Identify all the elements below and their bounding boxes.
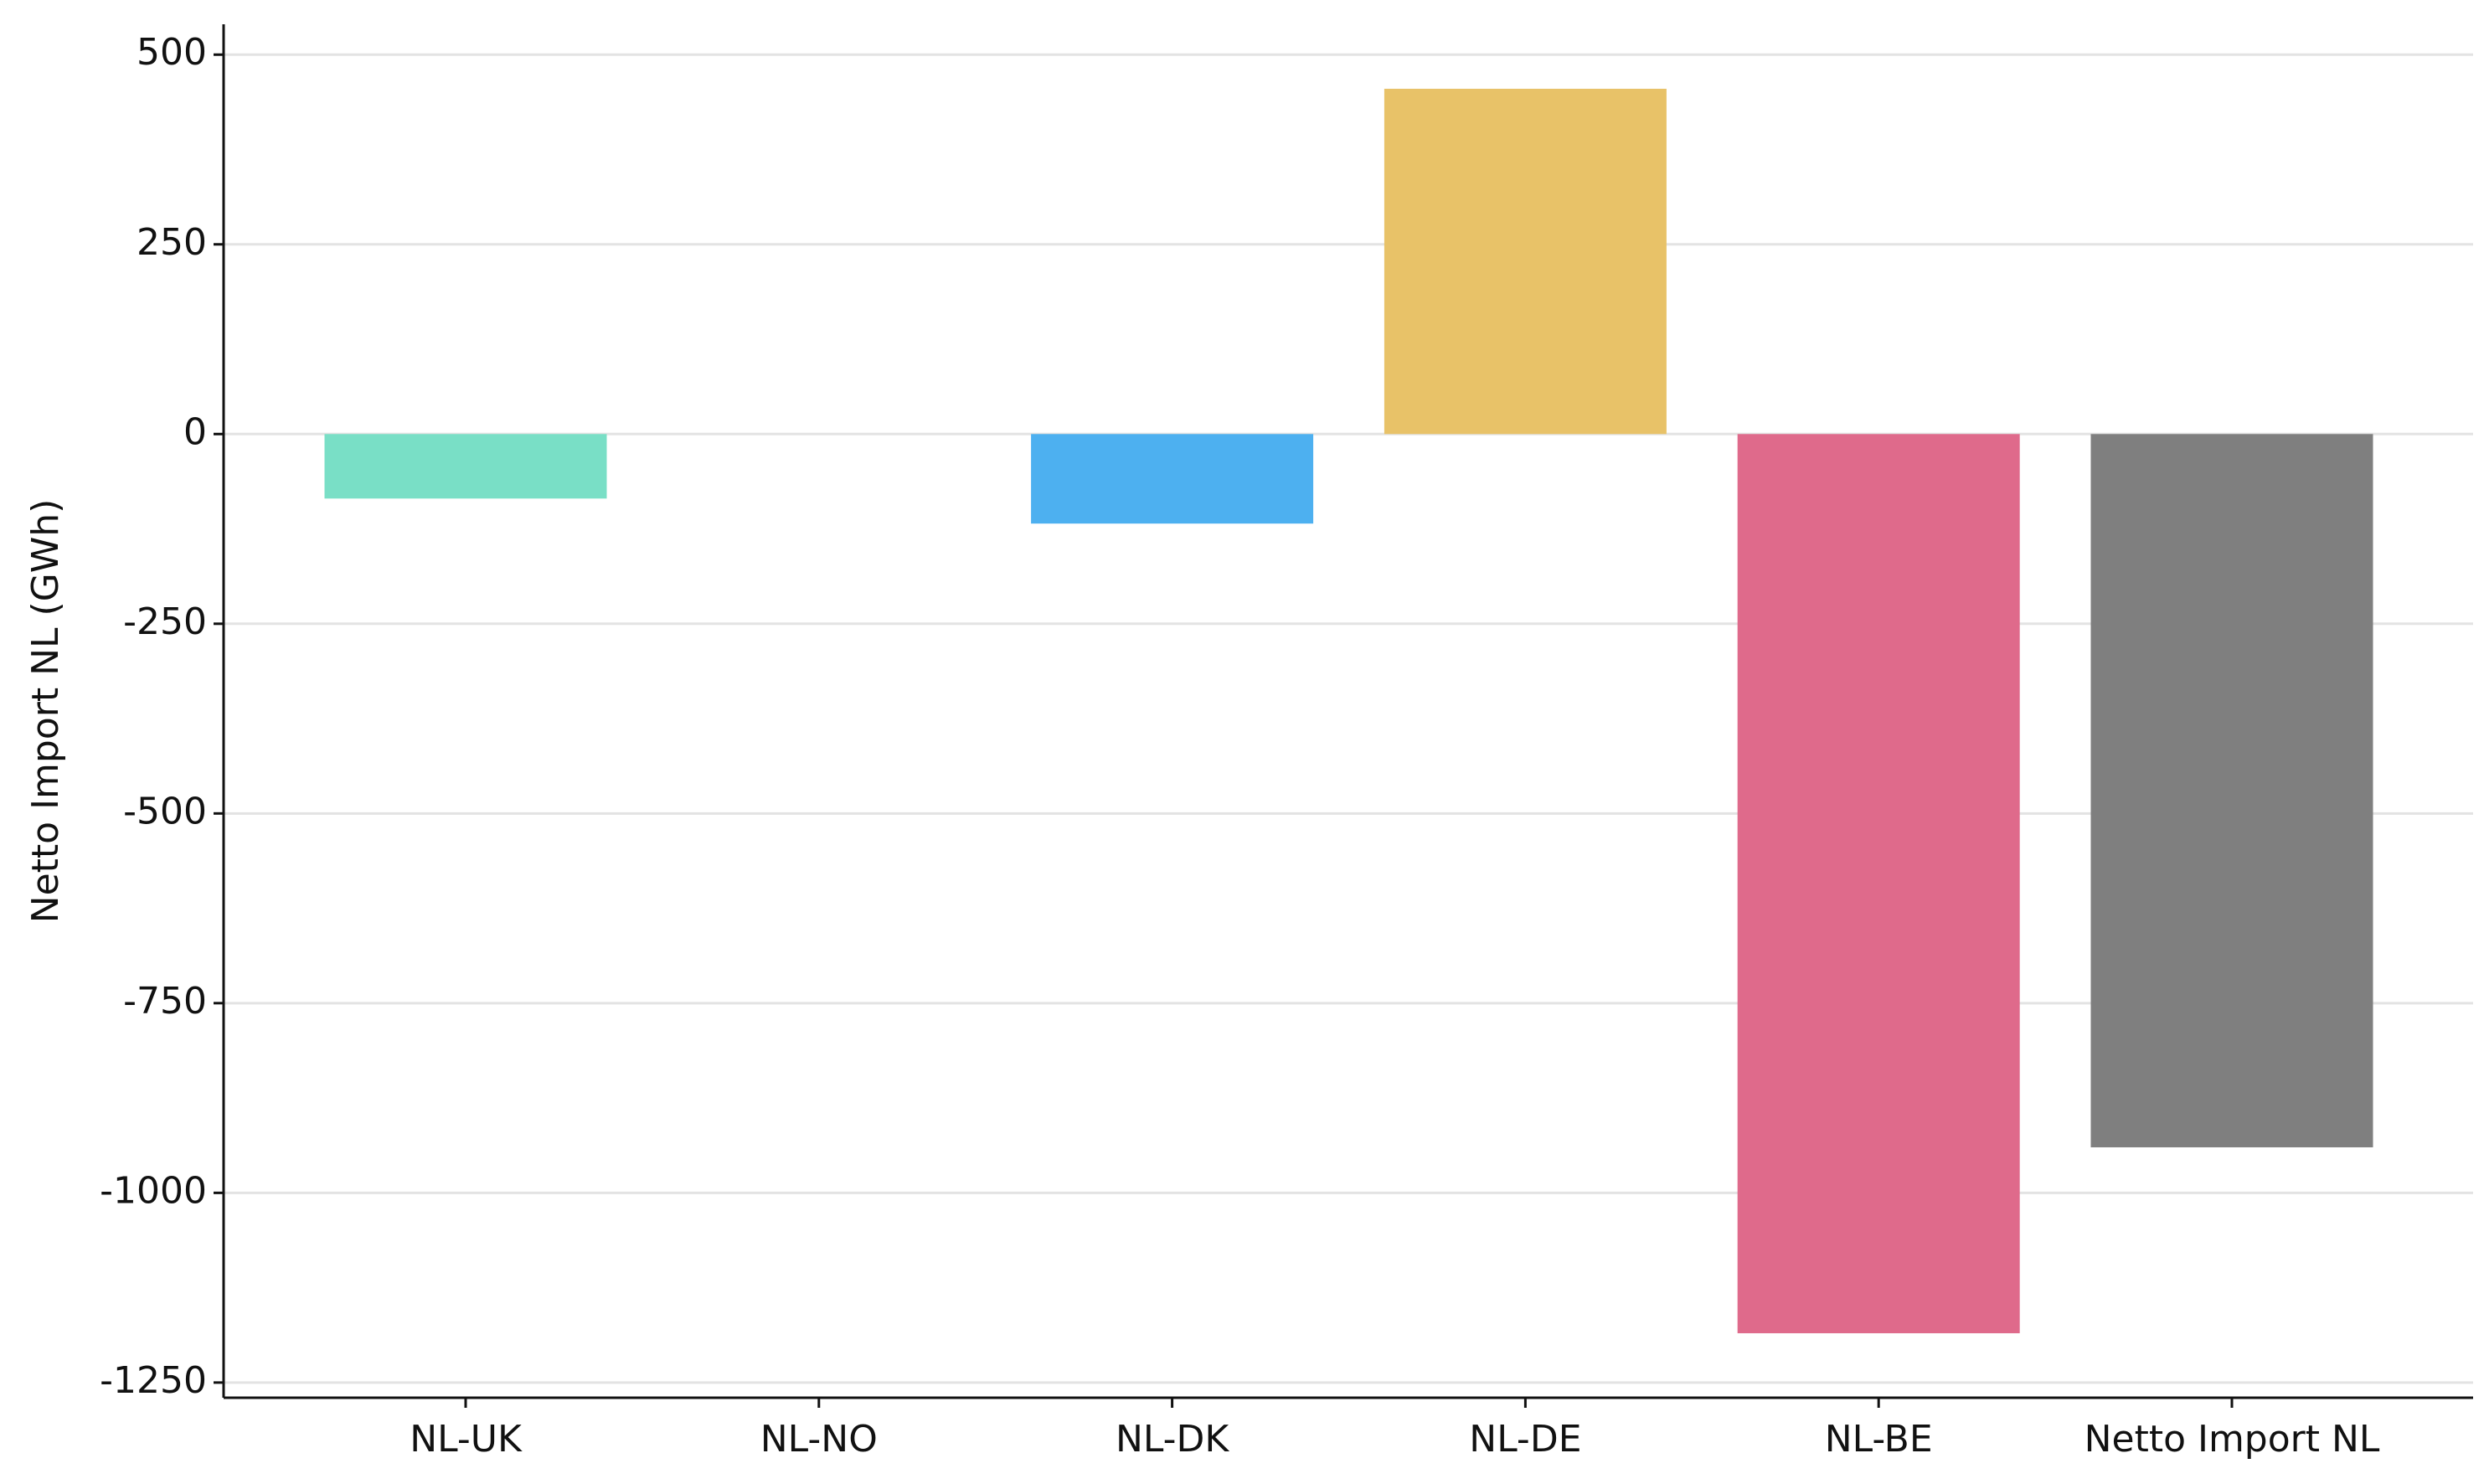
x-tick-label: NL-NO (760, 1418, 878, 1461)
y-tick-label: -250 (123, 600, 207, 643)
bar (324, 434, 607, 499)
x-tick-label: NL-DK (1116, 1418, 1229, 1461)
y-tick-label: -1000 (100, 1169, 207, 1212)
y-axis-label: Netto Import NL (GWh) (24, 499, 67, 924)
x-tick-label: NL-UK (410, 1418, 523, 1461)
y-tick-label: 0 (183, 410, 207, 453)
bar (2090, 434, 2373, 1147)
x-tick-label: Netto Import NL (2084, 1418, 2380, 1461)
bar (1031, 434, 1314, 524)
bar (1384, 89, 1667, 435)
x-tick-label: NL-DE (1469, 1418, 1581, 1461)
y-tick-label: -1250 (100, 1359, 207, 1402)
y-tick-label: 500 (137, 31, 207, 74)
y-tick-label: -500 (123, 790, 207, 832)
y-tick-label: 250 (137, 221, 207, 264)
bar (1737, 434, 2020, 1333)
x-tick-label: NL-BE (1825, 1418, 1933, 1461)
y-tick-label: -750 (123, 980, 207, 1023)
